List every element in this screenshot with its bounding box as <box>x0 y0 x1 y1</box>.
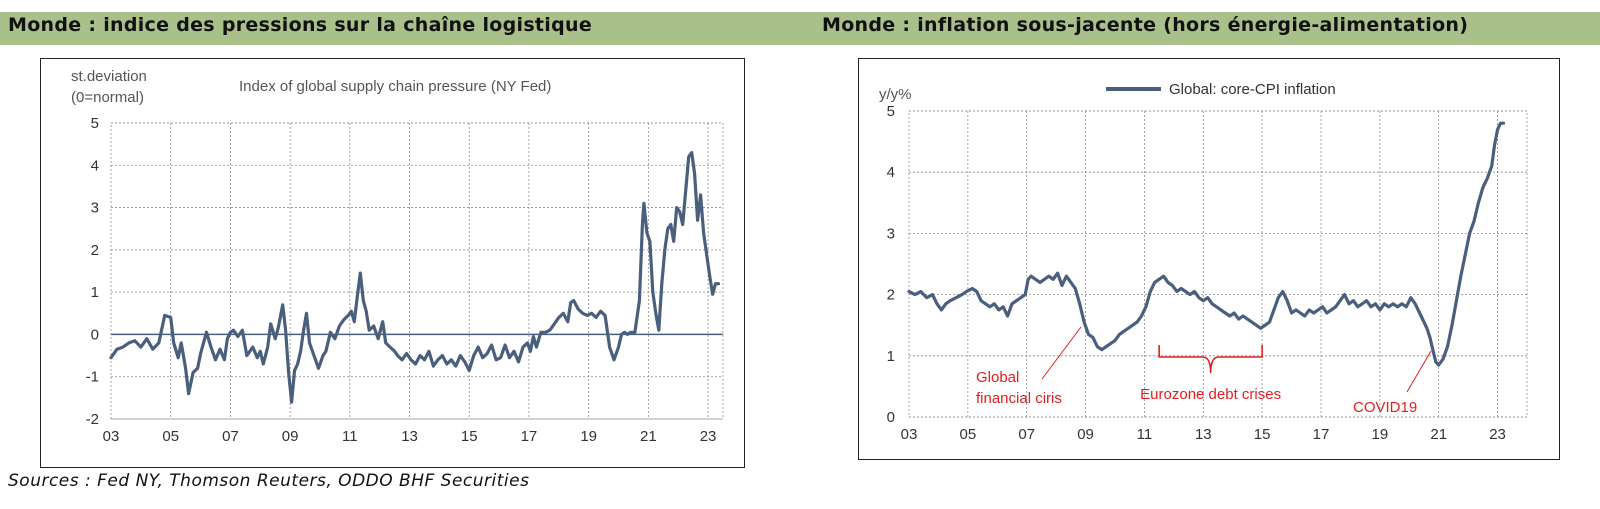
annotation-eurozone-brace <box>1158 345 1263 374</box>
y-tick-label: 5 <box>887 103 895 120</box>
y-tick-label: -1 <box>86 369 99 386</box>
y-tick-label: 1 <box>91 284 99 301</box>
x-tick-label: 05 <box>162 428 179 445</box>
annotation-gfc-pointer <box>1041 326 1082 380</box>
y-tick-label: -2 <box>86 411 99 428</box>
y-axis-label-note: (0=normal) <box>71 89 144 106</box>
x-tick-label: 03 <box>103 428 120 445</box>
legend-label: Global: core-CPI inflation <box>1169 81 1336 98</box>
plot-frame <box>908 110 1528 418</box>
y-tick-label: 2 <box>887 287 895 304</box>
x-tick-label: 05 <box>960 426 977 443</box>
annotation-covid-pointer <box>1406 350 1432 393</box>
x-tick-label: 13 <box>1195 426 1212 443</box>
core-inflation-chart: 0 1 2 3 4 5 03 05 07 09 11 13 15 17 19 21 23 y/y% Global: … <box>858 58 1560 460</box>
y-tick-label: 0 <box>91 326 99 343</box>
x-tick-label: 09 <box>282 428 299 445</box>
x-tick-label: 09 <box>1077 426 1094 443</box>
x-tick-label: 17 <box>521 428 538 445</box>
y-axis-label: y/y% <box>879 86 912 103</box>
x-tick-label: 07 <box>1018 426 1035 443</box>
y-tick-label: 4 <box>91 157 99 174</box>
x-tick-label: 11 <box>1137 426 1153 443</box>
y-tick-label: 4 <box>887 164 895 181</box>
chart-title: Index of global supply chain pressure (N… <box>239 78 551 95</box>
y-tick-label: 5 <box>91 115 99 132</box>
left-panel-title: Monde : indice des pressions sur la chaî… <box>8 14 593 36</box>
right-panel-title: Monde : inflation sous-jacente (hors éne… <box>822 14 1469 36</box>
annotation-gfc-line2: financial ciris <box>976 390 1062 407</box>
series-line <box>109 151 721 404</box>
x-tick-label: 17 <box>1313 426 1330 443</box>
plot-frame <box>110 122 724 420</box>
series-line <box>907 121 1506 367</box>
x-tick-label: 21 <box>1430 426 1447 443</box>
y-tick-label: 2 <box>91 242 99 259</box>
x-tick-label: 15 <box>1254 426 1271 443</box>
x-tick-label: 07 <box>222 428 239 445</box>
x-tick-label: 23 <box>1489 426 1506 443</box>
y-tick-label: 3 <box>887 225 895 242</box>
x-tick-label: 21 <box>640 428 657 445</box>
y-axis-label: st.deviation <box>71 68 147 85</box>
annotation-eurozone: Eurozone debt crises <box>1140 386 1281 403</box>
x-tick-label: 19 <box>580 428 597 445</box>
x-tick-label: 11 <box>342 428 358 445</box>
y-tick-label: 3 <box>91 200 99 217</box>
x-tick-label: 23 <box>700 428 717 445</box>
supply-chain-chart: -2 -1 0 1 2 3 4 5 03 05 07 09 11 13 15 17 19 21 23 st.devia… <box>40 58 745 468</box>
sources-note: Sources : Fed NY, Thomson Reuters, ODDO … <box>8 471 530 491</box>
header-band <box>0 12 1600 45</box>
annotation-covid: COVID19 <box>1353 399 1417 416</box>
x-tick-label: 19 <box>1372 426 1389 443</box>
y-tick-label: 1 <box>887 348 895 365</box>
x-tick-label: 15 <box>461 428 478 445</box>
x-tick-label: 03 <box>901 426 918 443</box>
x-tick-label: 13 <box>401 428 418 445</box>
annotation-gfc-line1: Global <box>976 369 1019 386</box>
y-tick-label: 0 <box>887 409 895 426</box>
